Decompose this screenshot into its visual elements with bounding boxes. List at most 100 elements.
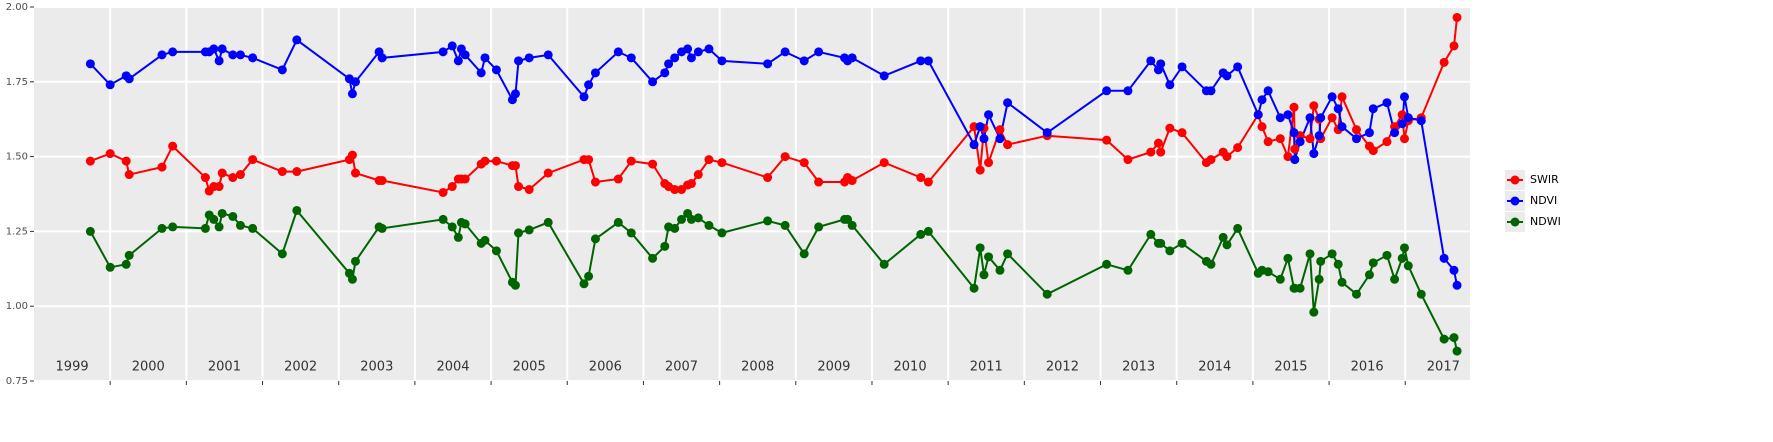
data-point	[1452, 346, 1462, 356]
legend-marker	[1510, 175, 1520, 185]
data-point	[648, 253, 658, 263]
x-tick-label: 2009	[817, 360, 850, 375]
data-point	[438, 214, 448, 224]
x-tick-label: 2001	[208, 360, 241, 375]
y-tick-label: 1.00	[6, 301, 28, 312]
data-point	[1177, 128, 1187, 138]
data-point	[1316, 113, 1326, 123]
data-point	[85, 226, 95, 236]
data-point	[1337, 92, 1347, 102]
data-point	[626, 228, 636, 238]
data-point	[693, 170, 703, 180]
data-point	[1382, 250, 1392, 260]
data-point	[1382, 98, 1392, 108]
data-point	[121, 156, 131, 166]
data-point	[235, 220, 245, 230]
x-tick-label: 2005	[513, 360, 546, 375]
data-point	[579, 279, 589, 289]
data-point	[1295, 137, 1305, 147]
data-point	[347, 150, 357, 160]
data-point	[584, 155, 594, 165]
x-tick-label: 2002	[284, 360, 317, 375]
data-point	[1403, 113, 1413, 123]
data-point	[1327, 249, 1337, 259]
data-point	[460, 219, 470, 229]
data-point	[514, 56, 524, 66]
data-point	[626, 53, 636, 63]
data-point	[1314, 274, 1324, 284]
data-point	[969, 283, 979, 293]
data-point	[460, 174, 470, 184]
x-tick-label: 2003	[360, 360, 393, 375]
data-point	[543, 50, 553, 60]
data-point	[347, 89, 357, 99]
data-point	[1222, 152, 1232, 162]
data-point	[1233, 143, 1243, 153]
data-point	[664, 59, 674, 69]
data-point	[780, 220, 790, 230]
data-point	[228, 173, 238, 183]
data-point	[648, 77, 658, 87]
plot-panel	[34, 7, 1470, 381]
data-point	[248, 155, 258, 165]
legend-label: SWIR	[1530, 173, 1559, 186]
data-point	[626, 156, 636, 166]
data-point	[514, 228, 524, 238]
data-point	[453, 56, 463, 66]
data-point	[480, 235, 490, 245]
data-point	[1397, 119, 1407, 129]
data-point	[799, 249, 809, 259]
data-point	[214, 222, 224, 232]
data-point	[1289, 102, 1299, 112]
data-point	[590, 68, 600, 78]
data-point	[1257, 122, 1267, 132]
data-point	[1351, 125, 1361, 135]
data-point	[214, 56, 224, 66]
data-point	[1439, 57, 1449, 67]
data-point	[1156, 147, 1166, 157]
data-point	[1333, 259, 1343, 269]
data-point	[1399, 243, 1409, 253]
data-point	[480, 156, 490, 166]
data-point	[1337, 122, 1347, 132]
data-point	[979, 270, 989, 280]
data-point	[1399, 92, 1409, 102]
x-tick-label: 2012	[1046, 360, 1079, 375]
data-point	[1399, 134, 1409, 144]
data-point	[510, 161, 520, 171]
data-point	[984, 158, 994, 168]
data-point	[717, 56, 727, 66]
data-point	[1263, 137, 1273, 147]
data-point	[510, 280, 520, 290]
data-point	[814, 222, 824, 232]
data-point	[491, 246, 501, 256]
data-point	[1102, 86, 1112, 96]
data-point	[217, 44, 227, 54]
data-point	[995, 125, 1005, 135]
data-point	[1305, 134, 1315, 144]
data-point	[447, 222, 457, 232]
data-point	[1289, 128, 1299, 138]
data-point	[995, 134, 1005, 144]
data-point	[1263, 86, 1273, 96]
data-point	[124, 170, 134, 180]
data-point	[447, 182, 457, 192]
legend: SWIR NDVI NDWI	[1505, 170, 1561, 232]
data-point	[1382, 137, 1392, 147]
data-point	[168, 141, 178, 151]
data-point	[1042, 128, 1052, 138]
data-point	[660, 68, 670, 78]
data-point	[677, 214, 687, 224]
axes: 0.75 1.00 1.25 1.50 1.75 2.00 1999 2000 2001 2002…	[6, 2, 1460, 387]
data-point	[975, 243, 985, 253]
data-point	[438, 47, 448, 57]
data-point	[1146, 229, 1156, 239]
data-point	[217, 168, 227, 178]
data-point	[121, 259, 131, 269]
grid	[34, 6, 1470, 382]
data-point	[124, 250, 134, 260]
data-point	[683, 44, 693, 54]
data-point	[491, 156, 501, 166]
data-point	[460, 50, 470, 60]
